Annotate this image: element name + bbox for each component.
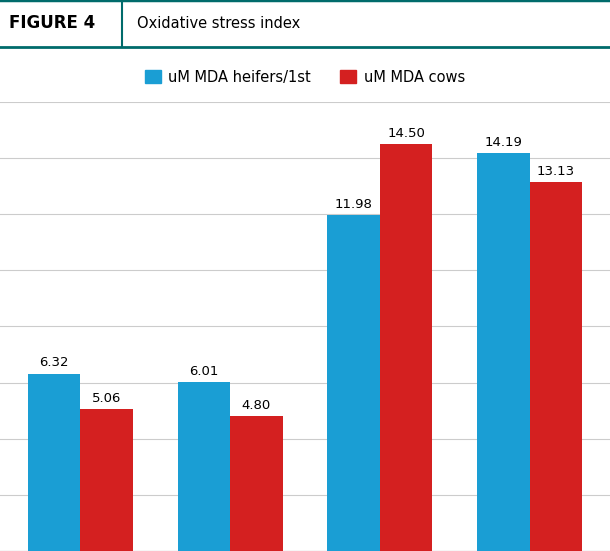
Text: FIGURE 4: FIGURE 4	[9, 14, 95, 33]
Bar	[27, 374, 80, 551]
Bar	[230, 417, 282, 551]
Text: 6.32: 6.32	[39, 356, 69, 369]
Text: Oxidative stress index: Oxidative stress index	[137, 16, 301, 31]
Text: 13.13: 13.13	[537, 165, 575, 179]
Text: 14.19: 14.19	[485, 136, 523, 149]
Bar	[380, 144, 432, 551]
Bar	[530, 182, 583, 551]
Bar	[328, 215, 380, 551]
Text: 5.06: 5.06	[92, 392, 121, 405]
Bar	[80, 409, 132, 551]
Text: 14.50: 14.50	[387, 127, 425, 140]
Bar	[478, 153, 530, 551]
Bar	[178, 382, 230, 551]
Text: 6.01: 6.01	[189, 365, 218, 378]
Legend: uM MDA heifers/1st, uM MDA cows: uM MDA heifers/1st, uM MDA cows	[139, 64, 471, 90]
Text: 11.98: 11.98	[335, 198, 373, 210]
Text: 4.80: 4.80	[242, 399, 271, 412]
